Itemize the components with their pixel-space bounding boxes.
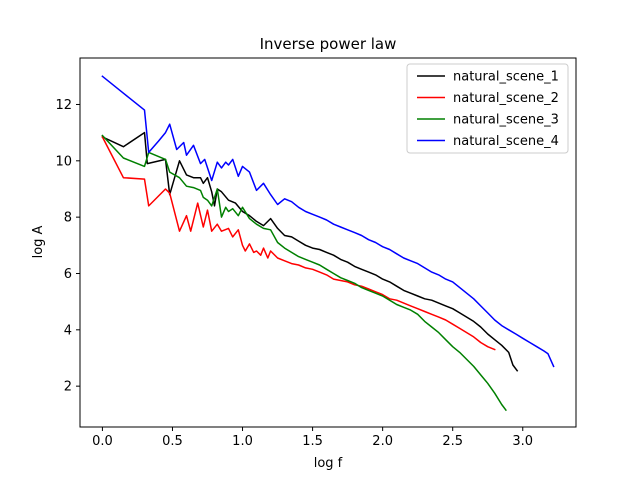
legend-label-2: natural_scene_2: [453, 91, 559, 106]
x-axis-label: log f: [314, 456, 343, 471]
axes-frame: [79, 57, 577, 428]
y-tick-label: 8: [64, 211, 72, 226]
legend-label-1: natural_scene_1: [453, 70, 559, 85]
series-line-1: [101, 131, 519, 372]
x-tick-label: 2.0: [372, 434, 393, 449]
x-tick-label: 0.0: [92, 434, 113, 449]
series-line-4: [101, 75, 555, 368]
x-tick-label: 1.5: [302, 434, 323, 449]
y-tick-label: 6: [64, 267, 72, 282]
x-tick-label: 2.5: [442, 434, 463, 449]
legend-label-3: natural_scene_3: [453, 113, 559, 128]
series-line-3: [101, 134, 507, 412]
x-tick-label: 0.5: [162, 434, 183, 449]
plot-area: 0.0 0.5 1.0 1.5 2.0 2.5 3.0 2 4 6 8 10 12: [55, 57, 577, 449]
y-axis-label: log A: [31, 225, 46, 258]
y-tick-label: 10: [55, 154, 72, 169]
legend-box: [406, 63, 569, 154]
x-tick-label: 3.0: [512, 434, 533, 449]
y-tick-label: 12: [55, 98, 72, 113]
legend-label-4: natural_scene_4: [453, 134, 559, 149]
y-tick-label: 4: [64, 323, 72, 338]
legend: natural_scene_1 natural_scene_2 natural_sc…: [406, 63, 569, 154]
chart-title: Inverse power law: [260, 35, 397, 53]
y-tick-label: 2: [64, 380, 72, 395]
series-line-2: [101, 135, 496, 351]
x-tick-label: 1.0: [232, 434, 253, 449]
